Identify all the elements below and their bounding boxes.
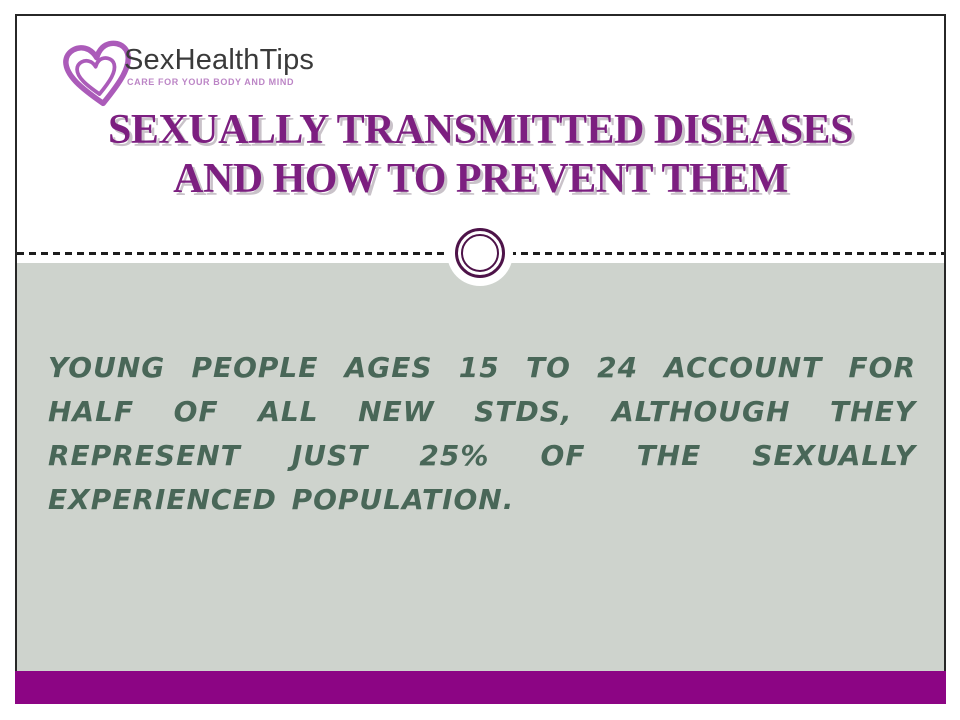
body-line: HALF OF ALL NEW STDS, ALTHOUGH THEY xyxy=(48,395,916,428)
brand-name: SexHealthTips xyxy=(124,44,315,76)
ornament-outer-ring xyxy=(455,228,505,278)
body-text: YOUNG PEOPLE AGES 15 TO 24 ACCOUNT FOR H… xyxy=(48,346,916,522)
content-area: YOUNG PEOPLE AGES 15 TO 24 ACCOUNT FOR H… xyxy=(17,263,944,671)
ornament-inner-ring xyxy=(461,234,499,272)
slide-title: SEXUALLY TRANSMITTED DISEASES AND HOW TO… xyxy=(17,106,944,204)
slide-frame: SexHealthTips CARE FOR YOUR BODY AND MIN… xyxy=(15,14,946,704)
heart-icon xyxy=(63,40,131,107)
title-line-2: AND HOW TO PREVENT THEM xyxy=(173,156,788,202)
body-line: EXPERIENCED POPULATION. xyxy=(48,483,515,516)
body-line: REPRESENT JUST 25% OF THE SEXUALLY xyxy=(48,439,916,472)
circle-ornament xyxy=(447,220,513,286)
footer-band xyxy=(15,671,946,704)
title-line-1: SEXUALLY TRANSMITTED DISEASES xyxy=(108,107,853,153)
brand-tagline: CARE FOR YOUR BODY AND MIND xyxy=(127,77,295,87)
body-line: YOUNG PEOPLE AGES 15 TO 24 ACCOUNT FOR xyxy=(48,351,916,384)
logo: SexHealthTips CARE FOR YOUR BODY AND MIN… xyxy=(17,16,417,126)
